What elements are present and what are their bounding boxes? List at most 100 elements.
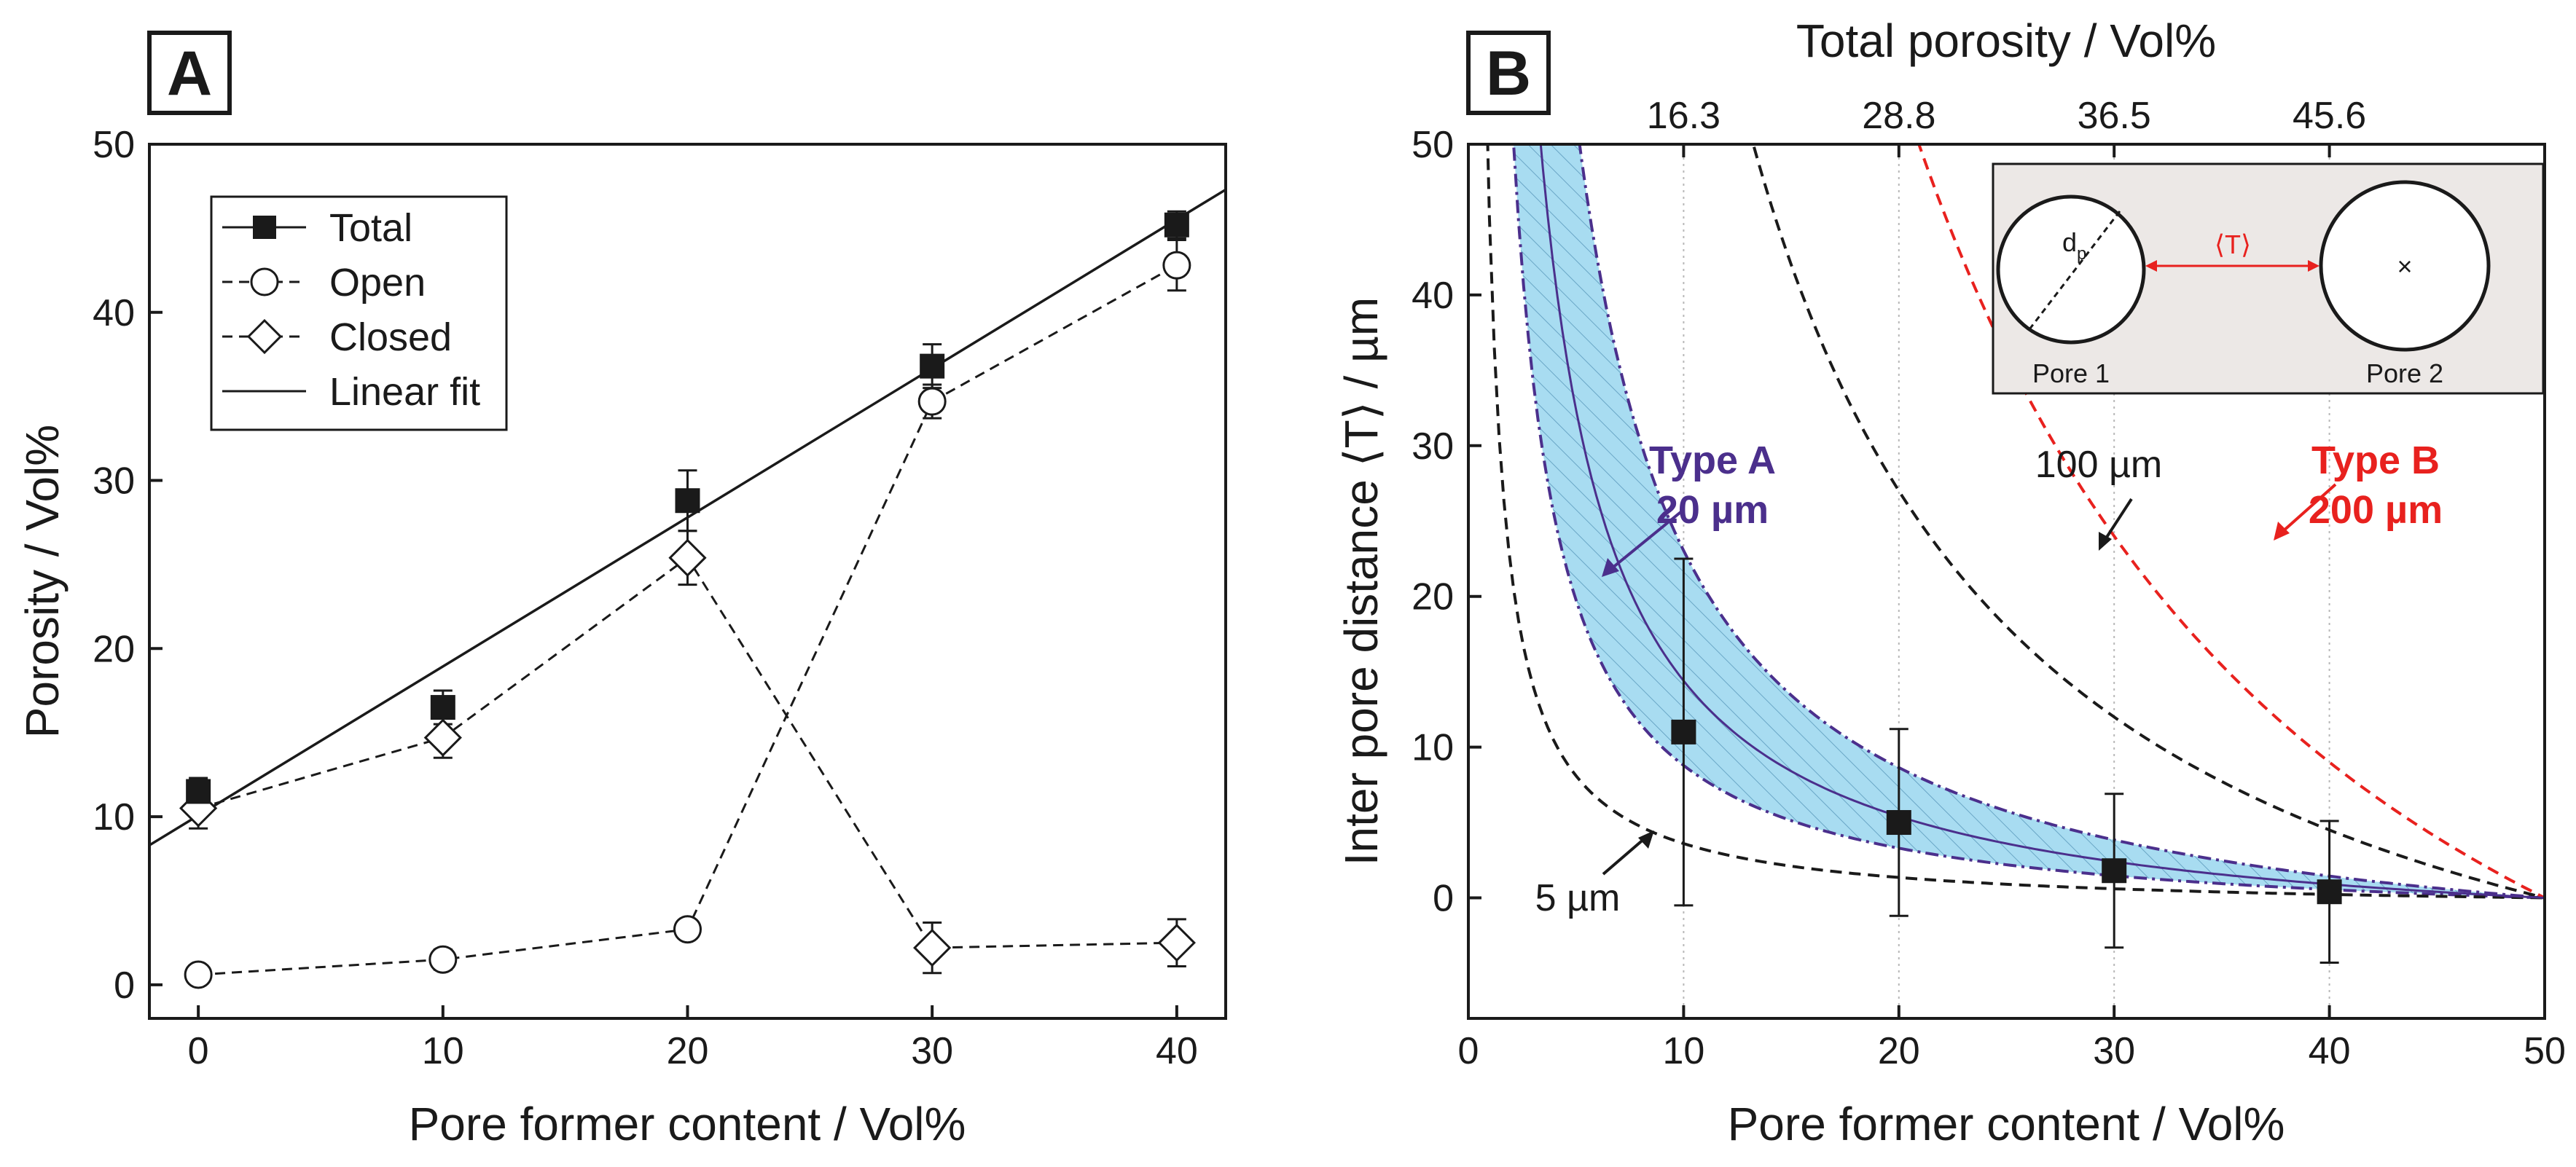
inset-pore-1 bbox=[1996, 194, 2146, 345]
y-tick-label: 30 bbox=[1412, 425, 1454, 468]
annotation-100um: 100 µm bbox=[2035, 444, 2162, 551]
data-point-open bbox=[428, 945, 458, 974]
data-point-measured bbox=[2317, 879, 2342, 905]
legend-entry-open: Open bbox=[222, 261, 426, 304]
panel-b-x-axis-title: Pore former content / Vol% bbox=[1728, 1098, 2285, 1150]
type-a-band-hatch bbox=[1514, 144, 2545, 898]
x-tick-label: 50 bbox=[2524, 1030, 2566, 1072]
data-point-closed bbox=[668, 538, 707, 577]
inset-center-mark: × bbox=[2397, 251, 2412, 281]
panel-b-top-axis-title: Total porosity / Vol% bbox=[1796, 15, 2216, 67]
y-tick-label: 50 bbox=[93, 124, 135, 166]
annotation-5um-arrow bbox=[1602, 830, 1654, 876]
annotation-type-b: Type B 200 µm bbox=[2274, 439, 2443, 541]
data-point-open bbox=[1162, 251, 1191, 280]
model-curve-20um bbox=[1539, 144, 2545, 899]
legend-entry-linear-fit: Linear fit bbox=[222, 370, 480, 414]
panel-b: B 0 10 20 30 40 50 0 10 20 30 40 50 16.3 28.8 36.5 45.6… bbox=[1335, 15, 2566, 1150]
data-point-open bbox=[917, 387, 947, 416]
annotation-type-a-size: 20 µm bbox=[1656, 488, 1769, 532]
inset-distance-arrow bbox=[2145, 260, 2319, 272]
inset-dp-label: d p bbox=[2062, 227, 2086, 264]
inset-dp-text: d bbox=[2062, 227, 2077, 257]
y-tick-label: 50 bbox=[1412, 124, 1454, 166]
panel-a-y-axis-title: Porosity / Vol% bbox=[16, 425, 68, 738]
annotation-type-a: Type A 20 µm bbox=[1602, 439, 1776, 577]
annotation-type-a-name: Type A bbox=[1649, 439, 1776, 482]
annotation-type-b-arrow bbox=[2274, 483, 2337, 541]
y-tick-label: 0 bbox=[1433, 877, 1454, 919]
panel-a-plot-area bbox=[149, 188, 1226, 989]
data-point-measured bbox=[1886, 810, 1911, 836]
data-point-closed bbox=[423, 718, 462, 757]
y-tick-label: 10 bbox=[1412, 727, 1454, 769]
model-curve-100um bbox=[1751, 144, 2545, 900]
top-x-tick-label: 16.3 bbox=[1647, 95, 1720, 137]
inset-distance-label: ⟨T⟩ bbox=[2215, 229, 2251, 259]
panel-a-legend: Total Open Closed Linear fit bbox=[210, 195, 508, 431]
top-x-tick-label: 45.6 bbox=[2293, 95, 2366, 137]
data-point-total bbox=[1164, 212, 1189, 237]
data-point-open bbox=[184, 960, 213, 989]
type-a-band-upper-edge bbox=[1578, 144, 2545, 900]
x-tick-label: 0 bbox=[1458, 1030, 1479, 1072]
data-point-measured bbox=[1671, 719, 1696, 744]
annotation-100um-label: 100 µm bbox=[2035, 444, 2162, 486]
y-tick-label: 40 bbox=[93, 292, 135, 334]
legend-marker-total bbox=[253, 216, 276, 239]
x-tick-label: 30 bbox=[2093, 1030, 2135, 1072]
annotation-type-b-name: Type B bbox=[2311, 439, 2440, 482]
data-point-closed bbox=[1157, 924, 1196, 962]
data-point-closed bbox=[913, 928, 952, 967]
annotation-type-b-size: 200 µm bbox=[2309, 488, 2443, 532]
y-tick-label: 10 bbox=[93, 796, 135, 838]
y-tick-label: 30 bbox=[93, 460, 135, 503]
legend-label-total: Total bbox=[329, 206, 412, 250]
x-tick-label: 40 bbox=[2309, 1030, 2351, 1072]
top-x-tick-label: 36.5 bbox=[2078, 95, 2151, 137]
legend-label-closed: Closed bbox=[329, 315, 452, 359]
data-point-total bbox=[430, 695, 455, 720]
top-x-tick-label: 28.8 bbox=[1862, 95, 1935, 137]
panel-a-letter-box: A bbox=[147, 31, 232, 115]
x-tick-label: 10 bbox=[1662, 1030, 1704, 1072]
x-tick-label: 20 bbox=[667, 1030, 709, 1072]
panel-a-letter: A bbox=[167, 39, 212, 109]
panel-a: A 0 10 20 30 40 0 10 20 30 40 50 Pore former conte… bbox=[16, 31, 1227, 1150]
inset-pore-1-label: Pore 1 bbox=[2032, 358, 2110, 388]
x-tick-label: 40 bbox=[1156, 1030, 1198, 1072]
panel-b-y-axis-title: Inter pore distance ⟨T⟩ / µm bbox=[1335, 297, 1387, 865]
inset-dp-subscript: p bbox=[2077, 244, 2086, 264]
panel-b-axes: 0 10 20 30 40 50 0 10 20 30 40 50 16.3 28.8 36.5 45.6 bbox=[1412, 95, 2566, 1072]
y-tick-label: 0 bbox=[114, 964, 135, 1007]
annotation-type-a-arrow bbox=[1602, 508, 1685, 577]
inset-schematic: d p × ⟨T⟩ Pore 1 Pore 2 bbox=[1992, 162, 2545, 395]
panel-a-x-axis-title: Pore former content / Vol% bbox=[409, 1098, 966, 1150]
legend-entry-total: Total bbox=[222, 206, 412, 250]
x-tick-label: 0 bbox=[188, 1030, 209, 1072]
y-tick-label: 40 bbox=[1412, 275, 1454, 317]
data-point-open bbox=[673, 915, 702, 944]
legend-marker-open bbox=[250, 267, 279, 296]
y-tick-label: 20 bbox=[93, 628, 135, 670]
inset-diameter-line bbox=[2028, 208, 2123, 330]
data-point-measured bbox=[2102, 858, 2127, 884]
type-a-band-lower-edge bbox=[1512, 144, 2545, 900]
panel-b-letter-box: B bbox=[1466, 31, 1551, 115]
legend-label-open: Open bbox=[329, 261, 426, 304]
x-tick-label: 20 bbox=[1878, 1030, 1920, 1072]
model-curve-200um bbox=[1917, 144, 2545, 900]
data-point-total bbox=[675, 488, 700, 514]
inset-pore-2 bbox=[2319, 180, 2491, 352]
legend-marker-closed bbox=[246, 318, 283, 355]
panel-b-letter: B bbox=[1486, 39, 1531, 109]
annotation-5um: 5 µm bbox=[1535, 830, 1654, 919]
annotation-5um-label: 5 µm bbox=[1535, 877, 1621, 919]
annotation-100um-arrow bbox=[2099, 498, 2133, 551]
panel-b-frame bbox=[1467, 143, 2546, 1020]
inset-pore-2-label: Pore 2 bbox=[2366, 358, 2443, 388]
legend-label-linear-fit: Linear fit bbox=[329, 370, 480, 414]
x-tick-label: 30 bbox=[911, 1030, 953, 1072]
